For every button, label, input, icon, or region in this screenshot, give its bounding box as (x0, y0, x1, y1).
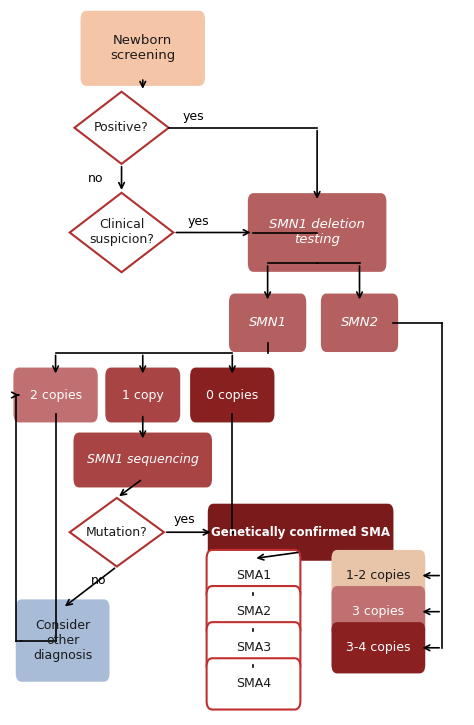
FancyBboxPatch shape (331, 550, 425, 601)
Text: no: no (91, 573, 107, 587)
Text: Clinical
suspicion?: Clinical suspicion? (89, 218, 154, 247)
Text: SMN1 sequencing: SMN1 sequencing (87, 454, 199, 466)
FancyBboxPatch shape (16, 600, 109, 681)
FancyBboxPatch shape (229, 294, 306, 352)
Text: yes: yes (188, 215, 209, 228)
FancyBboxPatch shape (321, 294, 398, 352)
Text: Genetically confirmed SMA: Genetically confirmed SMA (211, 526, 390, 539)
FancyBboxPatch shape (207, 550, 301, 601)
FancyBboxPatch shape (105, 368, 180, 423)
Text: no: no (88, 172, 103, 185)
Text: yes: yes (173, 513, 195, 526)
FancyBboxPatch shape (208, 504, 393, 560)
Text: yes: yes (183, 110, 204, 123)
FancyBboxPatch shape (13, 368, 98, 423)
Text: SMA4: SMA4 (236, 677, 271, 690)
FancyBboxPatch shape (190, 368, 274, 423)
Text: 2 copies: 2 copies (29, 389, 82, 402)
Text: 3 copies: 3 copies (352, 605, 404, 618)
FancyBboxPatch shape (81, 11, 205, 86)
FancyBboxPatch shape (248, 193, 386, 272)
Text: SMA1: SMA1 (236, 569, 271, 582)
Text: Positive?: Positive? (94, 121, 149, 134)
FancyBboxPatch shape (207, 622, 301, 674)
Text: SMA2: SMA2 (236, 605, 271, 618)
Text: 1-2 copies: 1-2 copies (346, 569, 410, 582)
Polygon shape (70, 193, 173, 272)
FancyBboxPatch shape (207, 658, 301, 710)
Text: 0 copies: 0 copies (206, 389, 258, 402)
Text: SMA3: SMA3 (236, 642, 271, 654)
Text: Consider
other
diagnosis: Consider other diagnosis (33, 619, 92, 662)
FancyBboxPatch shape (73, 433, 212, 487)
Text: Newborn
screening: Newborn screening (110, 34, 175, 62)
Text: SMN2: SMN2 (340, 316, 379, 329)
FancyBboxPatch shape (207, 586, 301, 637)
FancyBboxPatch shape (331, 622, 425, 674)
Text: SMN1: SMN1 (249, 316, 287, 329)
Text: Mutation?: Mutation? (86, 526, 148, 539)
Text: SMN1 deletion
testing: SMN1 deletion testing (269, 218, 365, 247)
Text: 1 copy: 1 copy (122, 389, 164, 402)
Text: 3-4 copies: 3-4 copies (346, 642, 410, 654)
FancyBboxPatch shape (331, 586, 425, 637)
Polygon shape (74, 91, 169, 164)
Polygon shape (70, 498, 164, 566)
